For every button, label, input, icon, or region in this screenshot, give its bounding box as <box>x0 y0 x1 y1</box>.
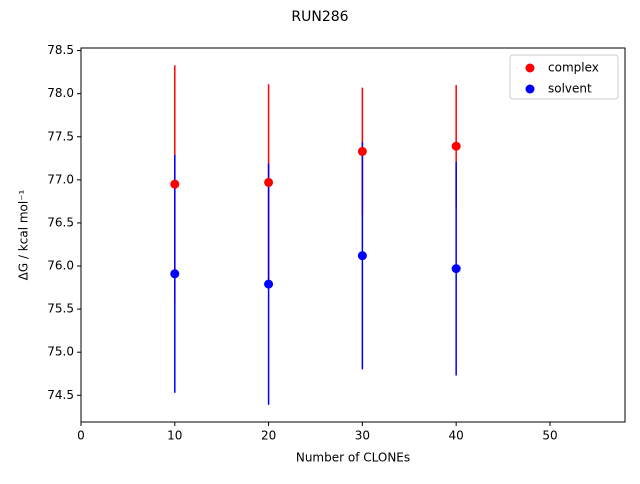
plot-frame <box>80 47 626 423</box>
x-tick-label: 40 <box>449 429 464 443</box>
point <box>170 269 180 279</box>
x-tick-label: 50 <box>542 429 557 443</box>
legend-box <box>509 54 619 100</box>
point <box>357 146 367 156</box>
y-tick-label: 78.5 <box>47 43 74 57</box>
x-axis-label: Number of CLONEs <box>296 451 410 465</box>
point <box>264 279 274 289</box>
point <box>451 264 461 274</box>
y-tick-label: 77.5 <box>47 129 74 143</box>
y-tick-label: 76.0 <box>47 259 74 273</box>
legend-marker <box>525 84 535 94</box>
chart-title: RUN286 <box>291 9 348 25</box>
x-tick-label: 30 <box>355 429 370 443</box>
point <box>451 141 461 151</box>
legend-label: solvent <box>548 82 592 96</box>
y-tick-label: 77.0 <box>47 172 74 186</box>
x-tick-label: 10 <box>167 429 182 443</box>
y-tick-label: 75.5 <box>47 302 74 316</box>
x-tick-label: 0 <box>77 429 85 443</box>
legend-marker <box>525 63 535 73</box>
point <box>264 177 274 187</box>
point <box>357 251 367 261</box>
y-axis-label: ΔG / kcal mol⁻¹ <box>17 189 31 280</box>
point <box>170 179 180 189</box>
x-tick-label: 20 <box>261 429 276 443</box>
y-tick-label: 74.5 <box>47 388 74 402</box>
y-tick-label: 78.0 <box>47 86 74 100</box>
legend-label: complex <box>548 61 599 75</box>
y-tick-label: 75.0 <box>47 345 74 359</box>
y-tick-label: 76.5 <box>47 215 74 229</box>
